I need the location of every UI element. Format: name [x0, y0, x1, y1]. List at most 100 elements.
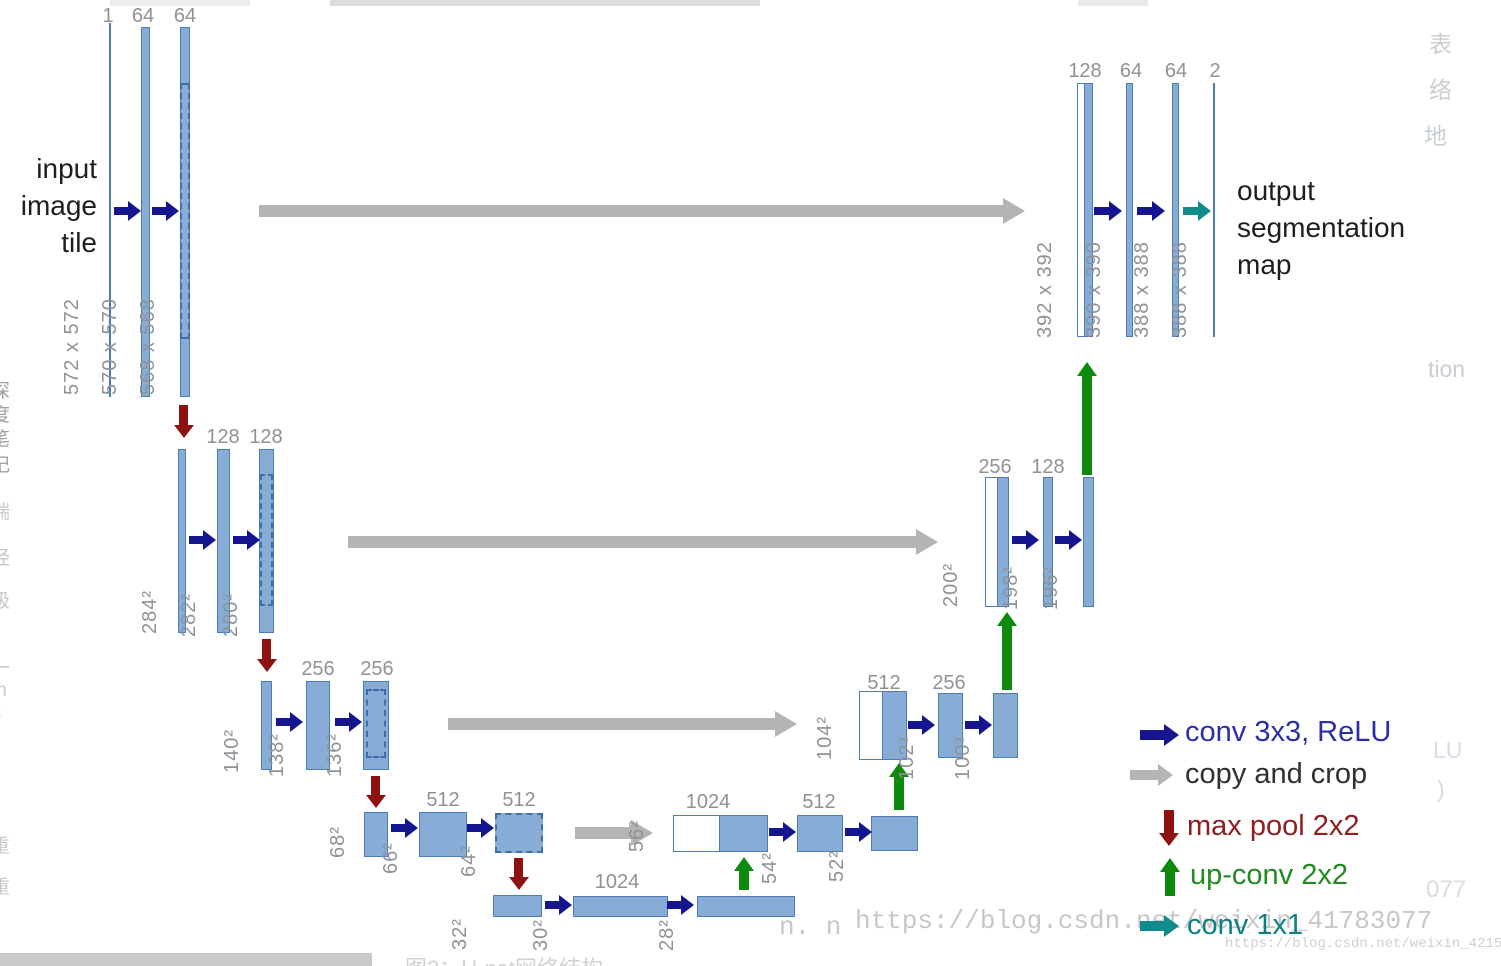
channels-label: 512 [502, 789, 536, 811]
size-label: 28² [656, 919, 678, 951]
copy-crop-arrow-l4 [575, 827, 631, 839]
size-label: 280² [220, 592, 242, 637]
upconv-feature-map-d2 [997, 477, 1009, 607]
conv3x3-arrow [1137, 207, 1152, 215]
conv3x3-arrow [1094, 207, 1109, 215]
right-edge-ghost-text: 表 [1429, 31, 1452, 57]
feature-map-e3-conv1 [306, 681, 330, 770]
channels-label: 1024 [594, 871, 640, 893]
left-edge-ghost-text: 扌 [0, 707, 11, 728]
channels-label: 256 [301, 658, 335, 680]
conv3x3-arrow [152, 207, 166, 215]
conv3x3-arrow [769, 828, 783, 836]
feature-map-e1-conv2 [180, 27, 190, 397]
channels-label: 512 [426, 789, 460, 811]
feature-map-e4-conv2 [495, 813, 543, 853]
copy-crop-arrow-l2 [348, 536, 916, 548]
size-label: 54² [759, 852, 781, 884]
upconv-feature-map-d3 [882, 691, 907, 760]
size-label: 68² [327, 826, 349, 858]
maxpool-arrow-e1 [179, 405, 188, 425]
copied-feature-map-d3 [859, 691, 883, 760]
maxpool-arrow-e4 [514, 858, 523, 877]
left-edge-ghost-text: 重 [0, 836, 11, 857]
copy-crop-legend-arrow [1130, 770, 1158, 780]
feature-map-bottleneck-conv1 [573, 896, 668, 917]
channels-label: 128 [206, 426, 240, 448]
conv3x3-arrow [189, 536, 203, 544]
conv1x1-legend-arrow [1140, 921, 1164, 931]
conv3x3-arrow [965, 721, 979, 729]
left-edge-ghost-text: 端 [0, 502, 11, 523]
left-edge-ghost-text: 经 [0, 548, 11, 569]
feature-map-out-conv2 [1172, 83, 1179, 337]
feature-map-out-conv1 [1126, 83, 1133, 337]
feature-map-d3-conv1 [938, 693, 963, 758]
size-label: 572 x 572 [61, 298, 83, 395]
conv3x3-arrow [114, 207, 128, 215]
screen-edge-artifact [0, 953, 372, 966]
feature-map-e4-in [364, 812, 388, 857]
crop-region-outline [366, 689, 386, 758]
left-edge-ghost-text: 深 [0, 381, 11, 402]
input-label: input image tile [5, 150, 97, 261]
output-label: output segmentation map [1237, 172, 1501, 283]
size-label: 388 x 388 [1131, 241, 1153, 338]
feature-map-e2-conv1 [217, 449, 230, 633]
input-label-line: input [36, 153, 97, 184]
size-label: 200² [940, 562, 962, 607]
upconv-feature-map-d4 [719, 815, 768, 852]
crop-region-outline [180, 83, 190, 339]
output-label-line: output [1237, 175, 1315, 206]
size-label: 136² [324, 732, 346, 777]
conv3x3-arrow [667, 901, 681, 909]
channels-label: 128 [1031, 456, 1065, 478]
right-edge-ghost-text: 地 [1424, 123, 1447, 149]
feature-map-d4-conv2 [871, 816, 918, 851]
left-edge-ghost-text: 一 [0, 658, 11, 679]
conv3x3-arrow [467, 824, 481, 832]
size-label: 568 x 568 [137, 298, 159, 395]
upconv-arrow-to-d2 [1002, 626, 1012, 690]
size-label: 284² [139, 589, 161, 634]
left-edge-ghost-text: 笔 [0, 429, 11, 450]
conv3x3-arrow [908, 721, 922, 729]
feature-map-d3-conv2 [993, 693, 1018, 758]
size-label: 64² [458, 845, 480, 877]
conv3x3-legend-arrow [1140, 730, 1164, 740]
conv3x3-arrow [845, 828, 859, 836]
size-label: 52² [826, 850, 848, 882]
size-label: 282² [178, 592, 200, 637]
channels-label: 64 [1164, 60, 1188, 82]
legend-label-maxpool: max pool 2x2 [1187, 810, 1360, 842]
size-label: 138² [266, 732, 288, 777]
size-label: 104² [814, 715, 836, 760]
size-label: 390 x 390 [1083, 241, 1105, 338]
watermark-fragment: n. n [779, 912, 842, 942]
copy-crop-arrow-l1 [259, 205, 1003, 217]
conv3x3-arrow [545, 901, 559, 909]
figure-caption: 图2：U-net网络结构 [405, 951, 603, 966]
input-label-line: image [20, 190, 97, 221]
channels-label: 512 [867, 672, 901, 694]
right-edge-ghost-text: tion [1428, 356, 1466, 382]
conv1x1-arrow [1183, 207, 1198, 215]
maxpool-legend-arrow [1164, 810, 1174, 833]
channels-label: 64 [1119, 60, 1143, 82]
right-edge-ghost-text: 络 [1429, 77, 1452, 103]
size-label: 198² [1000, 565, 1022, 610]
right-edge-ghost-text: 077 [1426, 876, 1467, 903]
upconv-legend-arrow [1165, 872, 1175, 896]
size-label: 392 x 392 [1034, 241, 1056, 338]
feature-map-d2-conv1 [1043, 477, 1053, 607]
feature-map-e2-in [178, 449, 186, 633]
right-edge-ghost-text: ) [1437, 776, 1445, 802]
conv3x3-arrow [1012, 536, 1026, 544]
size-label: 56² [626, 820, 648, 852]
channels-label: 64 [131, 5, 155, 27]
input-label-line: tile [61, 227, 97, 258]
screen-edge-artifact [1078, 0, 1148, 6]
conv3x3-arrow [335, 718, 349, 726]
crop-region-outline [260, 474, 273, 606]
left-edge-ghost-text: 重 [0, 877, 11, 898]
